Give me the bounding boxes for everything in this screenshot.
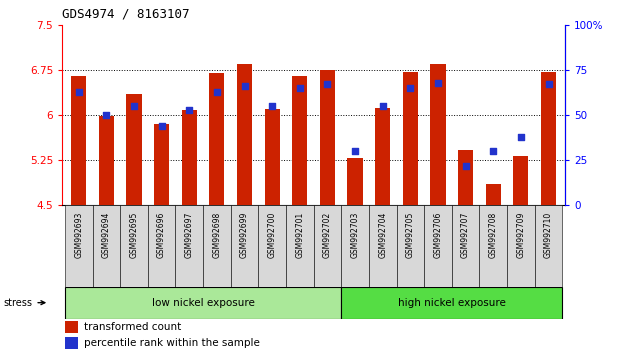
FancyBboxPatch shape xyxy=(93,205,120,287)
FancyBboxPatch shape xyxy=(369,205,397,287)
Bar xyxy=(320,70,335,205)
Point xyxy=(433,80,443,85)
Bar xyxy=(292,76,307,205)
Point xyxy=(406,85,415,91)
FancyBboxPatch shape xyxy=(175,205,203,287)
FancyBboxPatch shape xyxy=(65,287,342,319)
Bar xyxy=(154,124,169,205)
Text: GSM992697: GSM992697 xyxy=(184,212,194,258)
Point xyxy=(184,107,194,113)
Text: GSM992696: GSM992696 xyxy=(157,212,166,258)
Bar xyxy=(375,108,391,205)
Text: GSM992694: GSM992694 xyxy=(102,212,111,258)
FancyBboxPatch shape xyxy=(120,205,148,287)
Text: GSM992702: GSM992702 xyxy=(323,212,332,258)
Text: GSM992708: GSM992708 xyxy=(489,212,498,258)
Point xyxy=(101,112,111,118)
Point xyxy=(240,83,250,89)
Bar xyxy=(486,184,501,205)
Point xyxy=(516,134,526,139)
Point xyxy=(295,85,305,91)
Text: GSM992709: GSM992709 xyxy=(517,212,525,258)
Bar xyxy=(71,76,86,205)
Bar xyxy=(348,158,363,205)
Bar xyxy=(65,337,78,349)
Text: GSM992707: GSM992707 xyxy=(461,212,470,258)
Text: GSM992699: GSM992699 xyxy=(240,212,249,258)
Text: GSM992703: GSM992703 xyxy=(351,212,360,258)
Text: percentile rank within the sample: percentile rank within the sample xyxy=(84,338,260,348)
FancyBboxPatch shape xyxy=(65,205,93,287)
Bar xyxy=(430,64,446,205)
FancyBboxPatch shape xyxy=(286,205,314,287)
Text: stress: stress xyxy=(4,298,45,308)
Point xyxy=(350,148,360,154)
Bar xyxy=(65,321,78,333)
Point xyxy=(129,103,139,109)
FancyBboxPatch shape xyxy=(342,287,563,319)
Bar xyxy=(265,109,279,205)
FancyBboxPatch shape xyxy=(258,205,286,287)
Text: GSM992706: GSM992706 xyxy=(433,212,443,258)
Point xyxy=(461,163,471,169)
Point xyxy=(378,103,388,109)
FancyBboxPatch shape xyxy=(203,205,230,287)
Point xyxy=(543,81,553,87)
FancyBboxPatch shape xyxy=(230,205,258,287)
FancyBboxPatch shape xyxy=(452,205,479,287)
Point xyxy=(156,123,166,129)
Text: GSM992701: GSM992701 xyxy=(296,212,304,258)
Bar xyxy=(209,73,224,205)
Text: high nickel exposure: high nickel exposure xyxy=(398,298,505,308)
Point xyxy=(74,89,84,95)
Text: GSM992705: GSM992705 xyxy=(406,212,415,258)
FancyBboxPatch shape xyxy=(479,205,507,287)
Text: GSM992698: GSM992698 xyxy=(212,212,221,258)
Text: GSM992710: GSM992710 xyxy=(544,212,553,258)
Text: GSM992700: GSM992700 xyxy=(268,212,276,258)
Bar xyxy=(403,72,418,205)
Text: GSM992695: GSM992695 xyxy=(129,212,138,258)
Bar xyxy=(181,110,197,205)
FancyBboxPatch shape xyxy=(424,205,452,287)
Bar xyxy=(541,72,556,205)
Text: GSM992693: GSM992693 xyxy=(74,212,83,258)
Bar xyxy=(126,94,142,205)
FancyBboxPatch shape xyxy=(507,205,535,287)
Bar xyxy=(237,64,252,205)
Text: low nickel exposure: low nickel exposure xyxy=(152,298,255,308)
FancyBboxPatch shape xyxy=(342,205,369,287)
FancyBboxPatch shape xyxy=(397,205,424,287)
Point xyxy=(322,81,332,87)
Point xyxy=(488,148,498,154)
Text: transformed count: transformed count xyxy=(84,322,181,332)
Text: GDS4974 / 8163107: GDS4974 / 8163107 xyxy=(62,8,189,21)
Bar xyxy=(99,116,114,205)
Text: GSM992704: GSM992704 xyxy=(378,212,388,258)
FancyBboxPatch shape xyxy=(314,205,342,287)
Bar xyxy=(458,150,473,205)
FancyBboxPatch shape xyxy=(535,205,563,287)
FancyBboxPatch shape xyxy=(148,205,175,287)
Bar xyxy=(514,156,528,205)
Point xyxy=(212,89,222,95)
Point xyxy=(267,103,277,109)
